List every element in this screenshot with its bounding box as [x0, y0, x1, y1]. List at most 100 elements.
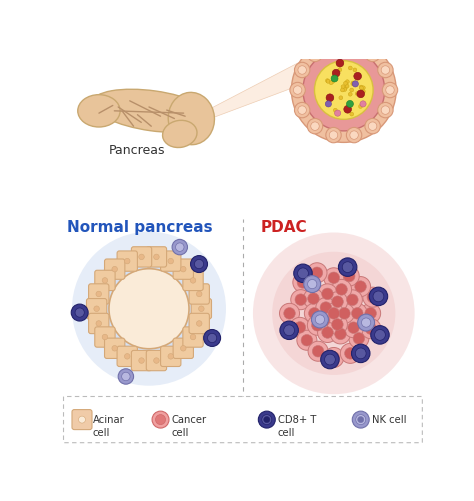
Ellipse shape: [92, 90, 214, 133]
FancyBboxPatch shape: [191, 299, 211, 319]
Circle shape: [329, 42, 338, 50]
Text: Cancer
cell: Cancer cell: [171, 414, 207, 437]
Circle shape: [328, 352, 339, 364]
Circle shape: [339, 267, 359, 287]
Circle shape: [181, 267, 186, 273]
Circle shape: [329, 82, 333, 86]
FancyBboxPatch shape: [183, 271, 203, 291]
Circle shape: [325, 354, 335, 365]
Circle shape: [344, 271, 355, 282]
Circle shape: [139, 358, 144, 364]
Circle shape: [316, 298, 336, 318]
Ellipse shape: [168, 93, 214, 145]
Circle shape: [326, 80, 329, 83]
Circle shape: [311, 268, 323, 279]
Circle shape: [358, 105, 363, 109]
Circle shape: [335, 329, 346, 340]
Circle shape: [332, 296, 343, 308]
Circle shape: [342, 262, 353, 273]
Circle shape: [346, 295, 358, 306]
Circle shape: [191, 256, 208, 273]
Circle shape: [280, 322, 298, 340]
Text: Acinar
cell: Acinar cell: [93, 414, 125, 437]
Circle shape: [297, 277, 309, 289]
Circle shape: [294, 265, 312, 283]
Circle shape: [346, 38, 362, 54]
Circle shape: [168, 354, 173, 359]
FancyBboxPatch shape: [146, 247, 166, 268]
Circle shape: [333, 109, 337, 113]
FancyBboxPatch shape: [117, 347, 137, 367]
Circle shape: [343, 87, 347, 91]
Circle shape: [358, 315, 374, 331]
Circle shape: [350, 42, 358, 50]
FancyBboxPatch shape: [105, 339, 125, 359]
Circle shape: [294, 322, 306, 334]
Circle shape: [351, 83, 355, 86]
Circle shape: [314, 311, 334, 331]
Circle shape: [181, 346, 186, 351]
Circle shape: [109, 269, 189, 349]
Circle shape: [346, 128, 362, 143]
Circle shape: [175, 243, 184, 252]
Circle shape: [75, 308, 84, 318]
Circle shape: [290, 83, 305, 99]
Circle shape: [357, 91, 365, 99]
Circle shape: [351, 277, 371, 297]
Circle shape: [308, 293, 319, 305]
Circle shape: [314, 62, 373, 120]
Circle shape: [112, 346, 118, 351]
Circle shape: [309, 308, 320, 320]
Circle shape: [122, 373, 130, 381]
Circle shape: [362, 318, 371, 328]
Circle shape: [321, 351, 339, 369]
Circle shape: [344, 318, 364, 338]
Circle shape: [328, 315, 347, 335]
Circle shape: [297, 331, 317, 351]
Circle shape: [332, 70, 340, 78]
Circle shape: [292, 39, 396, 143]
Circle shape: [190, 335, 196, 340]
Circle shape: [348, 93, 352, 97]
Circle shape: [125, 354, 130, 359]
Circle shape: [293, 273, 313, 293]
Circle shape: [361, 90, 365, 94]
Circle shape: [347, 304, 367, 324]
Circle shape: [258, 411, 275, 428]
Circle shape: [383, 83, 398, 99]
Circle shape: [311, 123, 319, 131]
Circle shape: [328, 292, 347, 312]
Circle shape: [190, 278, 196, 284]
Circle shape: [329, 132, 338, 140]
Circle shape: [326, 38, 341, 54]
Circle shape: [381, 107, 390, 115]
FancyBboxPatch shape: [131, 247, 152, 268]
Circle shape: [340, 344, 360, 364]
Circle shape: [374, 330, 385, 341]
Circle shape: [298, 107, 306, 115]
Circle shape: [356, 348, 366, 359]
Circle shape: [284, 308, 295, 320]
Circle shape: [152, 411, 169, 428]
FancyBboxPatch shape: [72, 410, 92, 430]
Circle shape: [340, 89, 344, 93]
Circle shape: [272, 252, 395, 375]
Circle shape: [304, 304, 324, 324]
Circle shape: [367, 292, 379, 303]
Circle shape: [311, 51, 319, 59]
Circle shape: [365, 323, 377, 335]
Circle shape: [335, 111, 341, 117]
Circle shape: [298, 269, 309, 279]
Circle shape: [348, 322, 359, 334]
Circle shape: [118, 369, 134, 384]
Circle shape: [208, 334, 217, 343]
Circle shape: [352, 308, 363, 320]
Circle shape: [72, 232, 226, 386]
Circle shape: [308, 342, 328, 362]
Circle shape: [338, 308, 350, 320]
Circle shape: [359, 87, 364, 91]
Circle shape: [328, 308, 339, 320]
Circle shape: [345, 348, 356, 359]
FancyBboxPatch shape: [89, 284, 109, 305]
FancyBboxPatch shape: [89, 314, 109, 334]
